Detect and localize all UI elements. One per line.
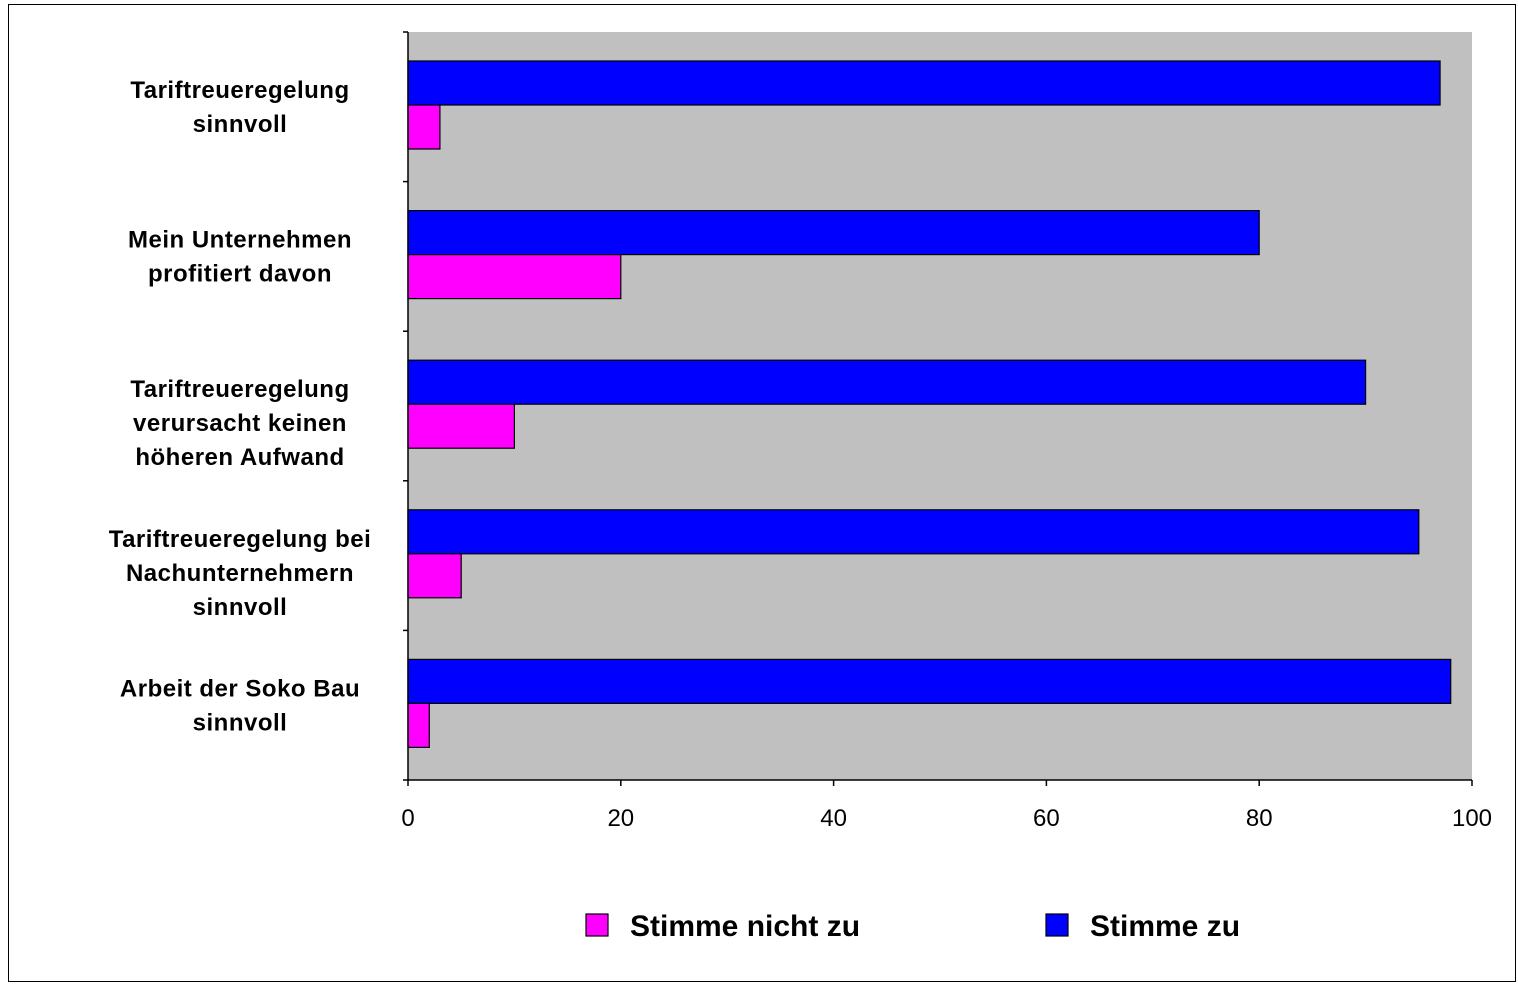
x-tick-label: 0 [401, 805, 414, 832]
x-tick-label: 80 [1246, 805, 1273, 832]
bar-stimme-nicht-zu-1 [407, 254, 622, 300]
category-label-line: Tariftreueregelung [130, 376, 349, 403]
x-tick-label: 100 [1452, 805, 1492, 832]
x-tick-label: 40 [820, 805, 847, 832]
category-label-line: verursacht keinen [133, 410, 347, 437]
bar-stimme-zu-3 [407, 509, 1420, 555]
bar-stimme-zu-0 [407, 60, 1441, 106]
legend-swatch-1 [1045, 913, 1069, 937]
category-label-line: sinnvoll [193, 594, 288, 621]
bar-stimme-zu-2 [407, 359, 1367, 405]
legend-label-1: Stimme zu [1090, 910, 1240, 943]
category-label-line: höheren Aufwand [135, 444, 344, 471]
category-label-line: profitiert davon [148, 261, 332, 288]
category-label-line: sinnvoll [193, 709, 288, 736]
category-labels: Tariftreueregelung sinnvoll Mein Unternehm… [109, 77, 372, 736]
bar-stimme-nicht-zu-3 [407, 553, 462, 599]
category-label-line: sinnvoll [193, 111, 288, 138]
category-label-0: Tariftreueregelung sinnvoll [130, 77, 349, 138]
bar-stimme-zu-1 [407, 210, 1260, 256]
category-label-3: Tariftreueregelung bei Nachunternehmern si… [109, 526, 372, 621]
legend-label-0: Stimme nicht zu [630, 910, 860, 943]
bar-stimme-zu-4 [407, 658, 1452, 705]
x-tick-label: 60 [1033, 805, 1060, 832]
category-label-line: Mein Unternehmen [128, 227, 352, 254]
category-label-1: Mein Unternehmen profitiert davon [128, 227, 352, 288]
category-label-line: Arbeit der Soko Bau [120, 675, 360, 702]
legend: Stimme nicht zu Stimme zu [585, 910, 1240, 943]
y-axis-ticks [403, 31, 408, 781]
bar-stimme-nicht-zu-0 [407, 104, 441, 150]
legend-swatch-0 [585, 913, 609, 937]
bars [407, 60, 1452, 749]
category-label-line: Tariftreueregelung [130, 77, 349, 104]
plot-area [408, 32, 1472, 780]
category-label-4: Arbeit der Soko Bau sinnvoll [120, 675, 360, 736]
x-tick-label: 20 [607, 805, 634, 832]
bar-stimme-nicht-zu-4 [407, 702, 430, 749]
category-label-2: Tariftreueregelung verursacht keinen höher… [130, 376, 349, 471]
bar-stimme-nicht-zu-2 [407, 403, 516, 449]
x-axis-ticks: 0 20 40 60 80 100 [401, 780, 1492, 832]
category-label-line: Tariftreueregelung bei [109, 526, 372, 553]
category-label-line: Nachunternehmern [126, 560, 354, 587]
